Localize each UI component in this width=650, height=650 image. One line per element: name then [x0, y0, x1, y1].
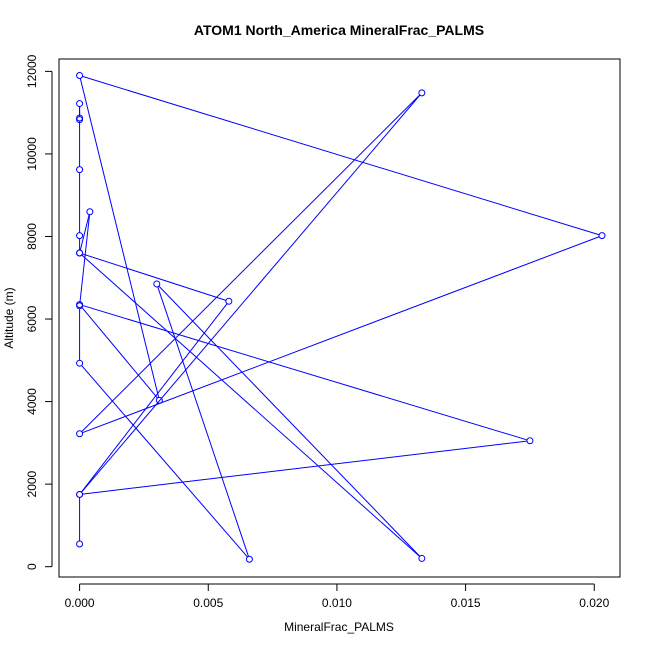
series-segment — [81, 303, 228, 493]
y-tick-label: 4000 — [25, 388, 39, 415]
data-point — [76, 302, 84, 310]
series-segment — [82, 253, 227, 301]
series-layer — [76, 72, 606, 563]
data-point — [76, 490, 84, 498]
data-point — [76, 72, 84, 80]
series-segment — [157, 286, 249, 557]
chart-title: ATOM1 North_America MineralFrac_PALMS — [194, 22, 484, 38]
plot-frame — [58, 58, 621, 578]
y-axis-label: Altitude (m) — [2, 287, 16, 348]
data-point — [76, 540, 84, 548]
series-segment — [81, 94, 421, 493]
series-segment — [82, 440, 528, 495]
data-point — [153, 280, 161, 288]
x-tick-label: 0.005 — [193, 596, 223, 610]
y-tick-label: 8000 — [25, 223, 39, 250]
data-point — [225, 297, 233, 305]
x-axis: 0.000 0.005 0.010 0.015 0.020 — [65, 583, 610, 610]
x-tick-label: 0.010 — [322, 596, 352, 610]
data-point — [86, 208, 94, 216]
series-segment — [81, 306, 158, 399]
data-point — [76, 430, 84, 438]
data-point — [598, 232, 606, 240]
data-point — [526, 437, 534, 445]
y-tick-label: 0 — [25, 563, 39, 570]
y-tick-label: 6000 — [25, 305, 39, 332]
series-segment — [82, 75, 600, 236]
data-point — [76, 232, 84, 240]
x-tick-label: 0.020 — [579, 596, 609, 610]
series-segment — [81, 365, 248, 558]
data-point — [418, 89, 426, 97]
data-point — [245, 555, 253, 563]
series-segment — [82, 236, 600, 434]
data-point — [76, 100, 84, 108]
series-segment — [158, 285, 421, 557]
series-segment — [79, 214, 90, 251]
y-tick-label: 12000 — [25, 54, 39, 88]
y-tick-label: 10000 — [25, 137, 39, 171]
x-tick-label: 0.015 — [451, 596, 481, 610]
data-point — [155, 396, 163, 404]
x-tick-label: 0.000 — [65, 596, 95, 610]
series-segment — [79, 78, 160, 398]
data-point — [76, 249, 84, 257]
x-axis-label: MineralFrac_PALMS — [284, 620, 394, 634]
y-tick-label: 2000 — [25, 470, 39, 497]
data-point — [418, 554, 426, 562]
data-point — [76, 116, 84, 124]
y-axis: 0 2000 4000 6000 8000 10000 12000 — [25, 54, 53, 570]
data-point — [76, 359, 84, 367]
series-segment — [81, 254, 420, 557]
data-point — [76, 166, 84, 174]
series-segment — [82, 304, 528, 441]
series-segment — [79, 214, 91, 303]
series-segment — [81, 94, 421, 433]
